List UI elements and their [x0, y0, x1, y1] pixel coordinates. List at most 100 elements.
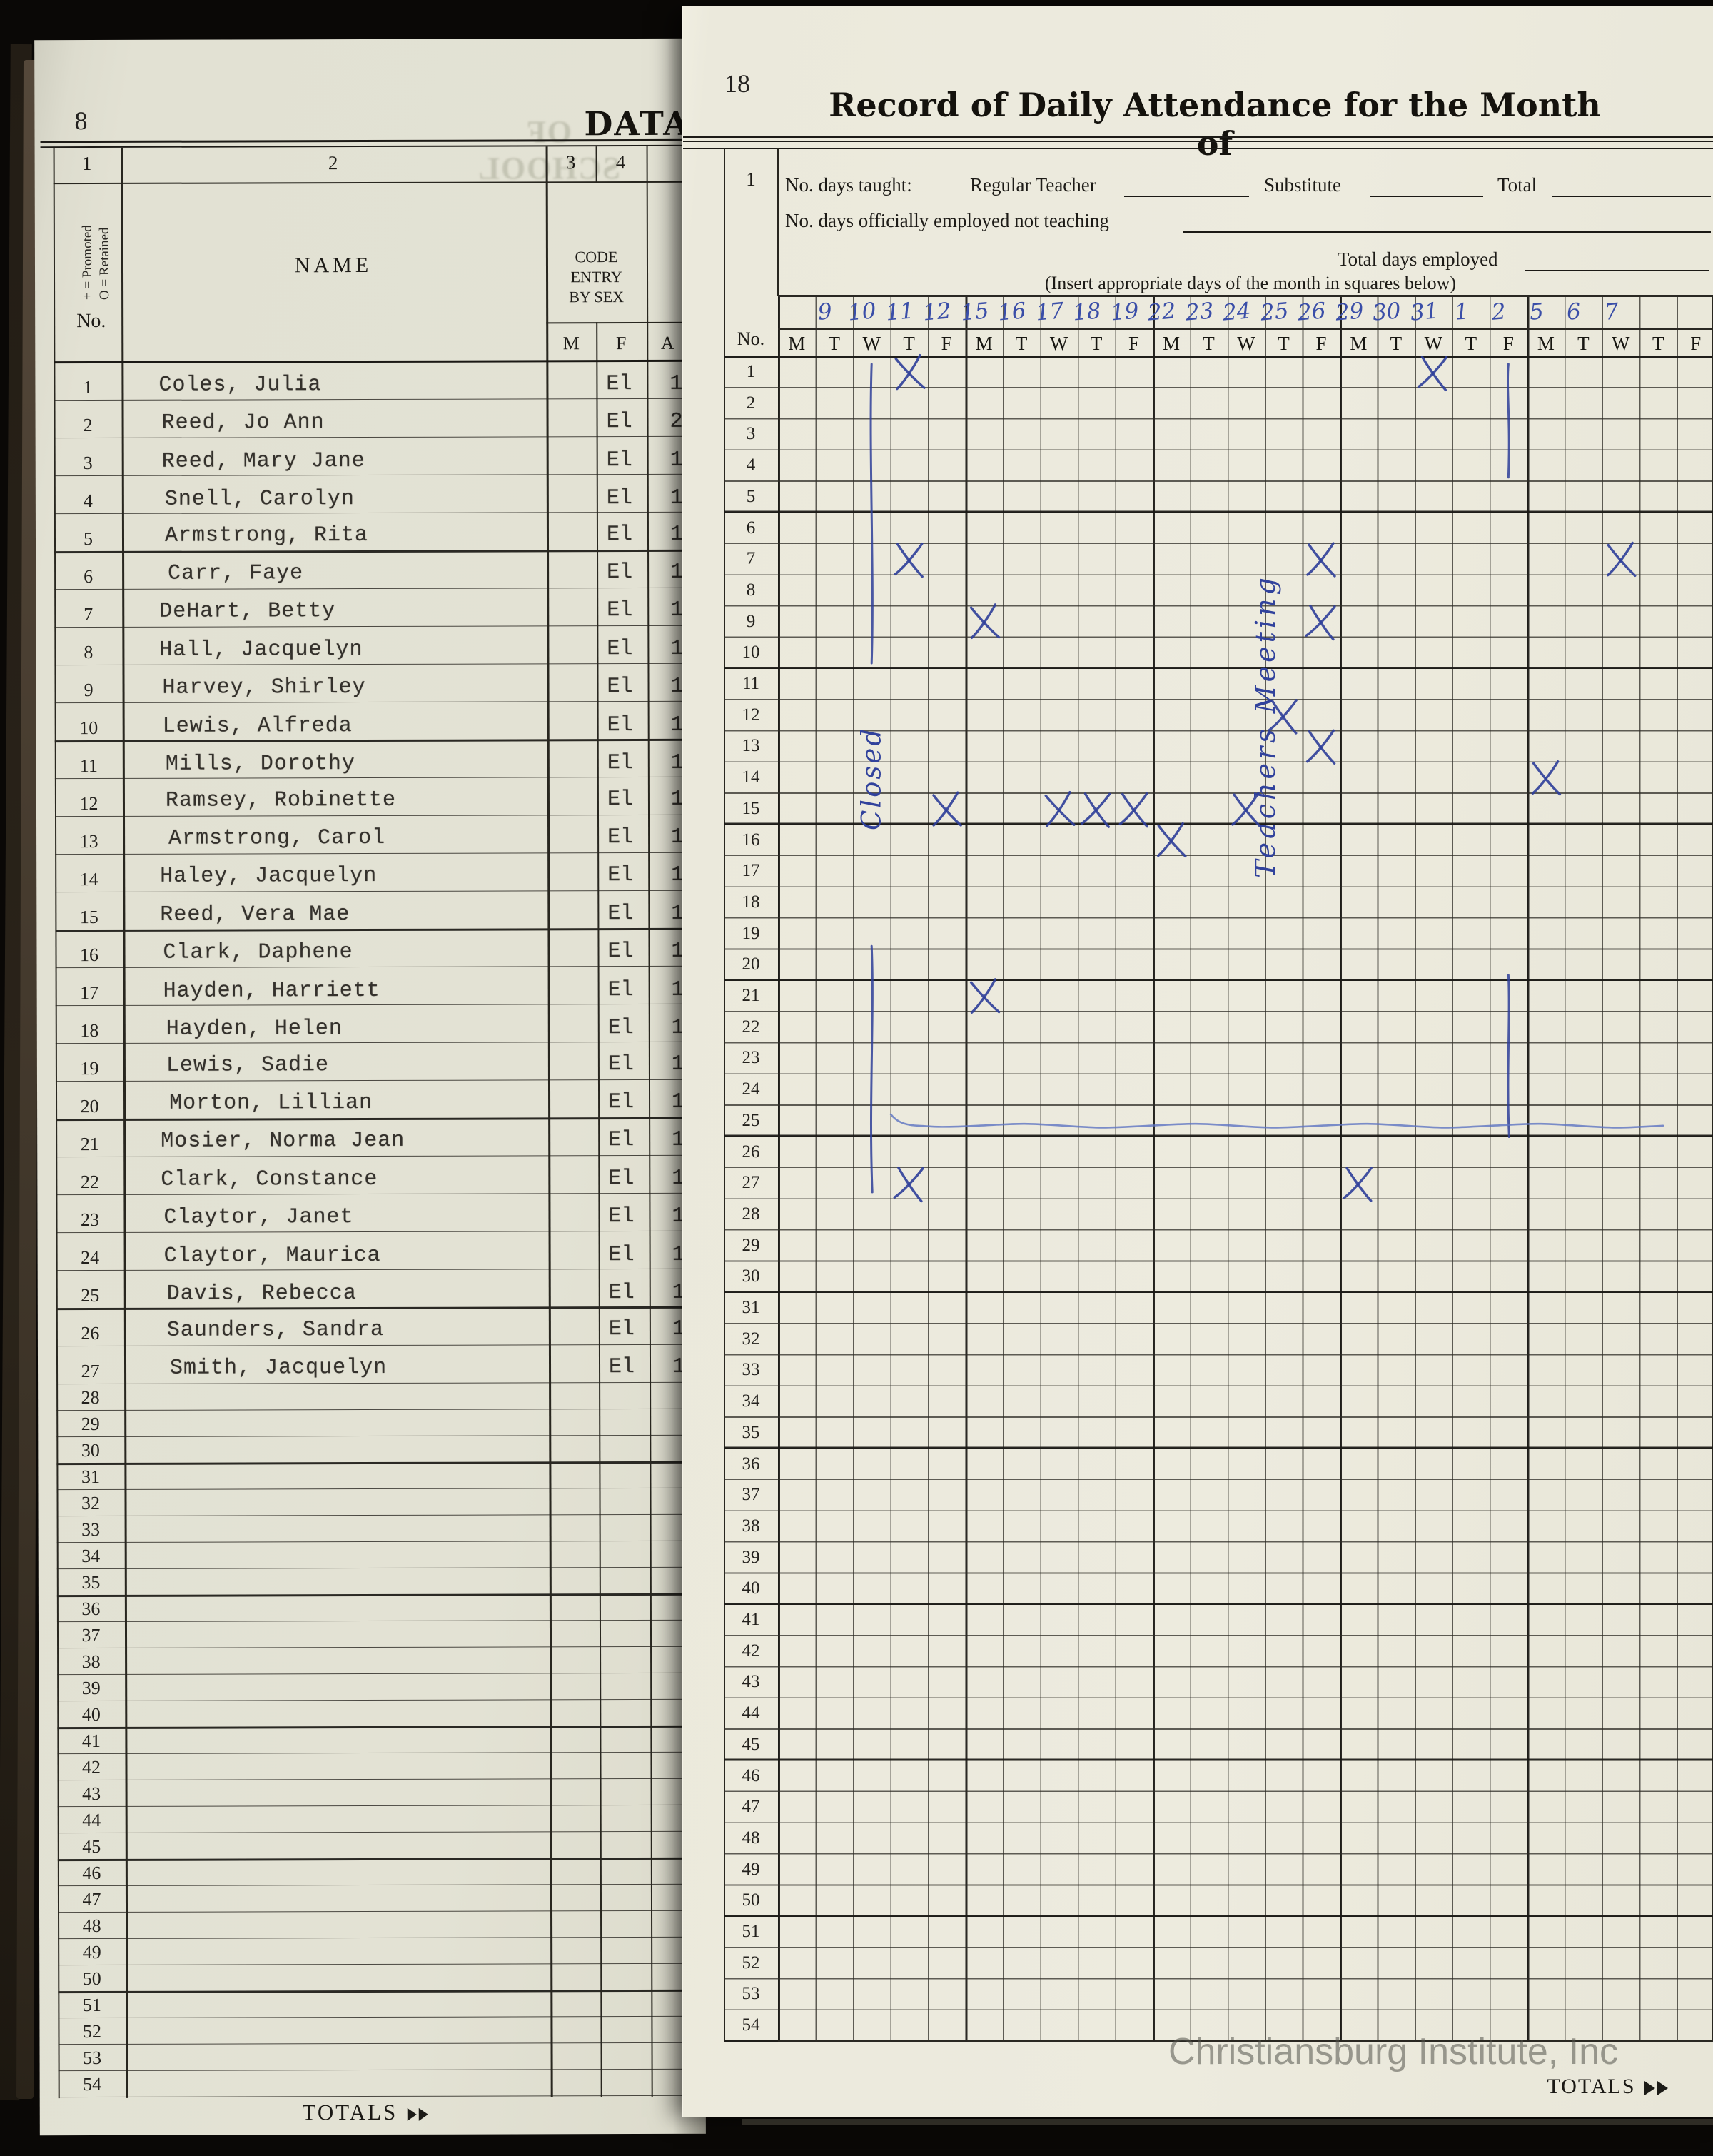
attendance-x-mark [1338, 1162, 1380, 1207]
right-page-number: 18 [724, 69, 750, 98]
attendance-x-mark [1412, 350, 1455, 396]
row-number: 28 [742, 1204, 760, 1224]
weekday-cell: F [1502, 333, 1514, 354]
sex-code-cell: El [607, 560, 633, 585]
row-number: 43 [742, 1672, 760, 1692]
table-line [778, 356, 1713, 358]
sex-code-cell: El [607, 675, 633, 700]
arrow-icon [1644, 2081, 1655, 2096]
row-number: 21 [742, 986, 760, 1005]
weekday-cell: T [828, 333, 840, 354]
weekday-cell: T [1577, 333, 1590, 354]
student-row: 50 [58, 1964, 706, 1994]
row-number: 38 [742, 1516, 760, 1536]
weekday-cell: M [1350, 333, 1368, 354]
left-totals-row: TOTALS [258, 2100, 473, 2126]
weekday-cell: T [1390, 333, 1403, 354]
student-row: 42 [57, 1753, 705, 1781]
row-number: 10 [79, 717, 98, 739]
row-number: 32 [742, 1329, 760, 1349]
row-number: 40 [742, 1578, 760, 1598]
sex-code-cell: El [607, 637, 633, 662]
sex-subheader-row: M F A [34, 39, 700, 353]
row-number: 1 [83, 377, 93, 398]
row-number: 27 [81, 1360, 100, 1382]
sex-code-cell: El [607, 713, 633, 738]
attendance-x-mark [926, 787, 968, 832]
attendance-x-mark [1525, 756, 1566, 800]
row-number: 53 [83, 2047, 102, 2069]
sex-code-cell: El [607, 940, 634, 964]
student-row: 52 [58, 2017, 706, 2045]
row-number: 5 [83, 528, 94, 550]
row-number: 24 [742, 1079, 760, 1099]
attendance-x-mark [887, 350, 931, 396]
name-column-header: NAME [294, 253, 373, 278]
student-name: Lewis, Alfreda [162, 714, 353, 739]
student-row: 51 [58, 1990, 706, 2019]
legend-retained: O = Retained [96, 227, 113, 300]
row-number: 51 [82, 1994, 101, 2016]
row-number: 37 [742, 1485, 760, 1505]
row-number: 7 [84, 604, 94, 625]
table-line [778, 328, 1713, 330]
insert-days-note: (Insert appropriate days of the month in… [1044, 273, 1457, 293]
row-number: 35 [742, 1422, 760, 1442]
sex-code-cell: El [607, 863, 634, 888]
row-number: 14 [79, 868, 98, 890]
weekday-cell: F [941, 333, 952, 354]
row-number: 22 [742, 1017, 760, 1037]
student-row: 39 [57, 1673, 705, 1702]
weekday-cell: T [1015, 333, 1028, 354]
substitute-label: Substitute [1264, 174, 1342, 196]
student-row: 28 [56, 1383, 704, 1411]
row-number: 13 [742, 736, 760, 756]
row-number: 41 [742, 1610, 760, 1629]
student-name: Snell, Carolyn [164, 487, 355, 512]
row-number: 9 [746, 611, 756, 631]
student-name: Mills, Dorothy [165, 752, 355, 777]
row-number: 2 [746, 393, 756, 413]
student-row: 30 [56, 1436, 704, 1466]
student-row: 44 [57, 1805, 705, 1834]
attendance-x-mark [963, 974, 1006, 1019]
attendance-x-mark [1226, 788, 1266, 831]
sex-code-cell: El [607, 1016, 634, 1041]
attendance-x-mark [1151, 818, 1192, 862]
student-row: 38 [57, 1647, 705, 1676]
sex-code-cell: El [607, 978, 634, 1003]
blank-line [1370, 174, 1483, 197]
student-name: Harvey, Shirley [162, 675, 366, 700]
arrow-icon [408, 2107, 418, 2121]
sex-code-cell: El [608, 1167, 635, 1192]
row-number: 14 [742, 767, 760, 787]
sex-code-cell: El [608, 1317, 635, 1342]
employed-not-teaching-label: No. days officially employed not teachin… [785, 210, 1109, 231]
row-number: 52 [742, 1953, 760, 1973]
sex-code-cell: El [608, 1281, 635, 1306]
row-number: 43 [82, 1783, 101, 1805]
weekday-cell: W [862, 333, 881, 354]
row-number: 34 [81, 1545, 101, 1567]
row-number: 13 [79, 830, 98, 852]
row-number: 46 [82, 1862, 101, 1884]
row-number: 23 [80, 1209, 100, 1231]
row-number: 18 [80, 1019, 99, 1042]
ink-line [869, 363, 874, 665]
row-number: 32 [81, 1492, 101, 1514]
double-rule [683, 141, 1713, 142]
